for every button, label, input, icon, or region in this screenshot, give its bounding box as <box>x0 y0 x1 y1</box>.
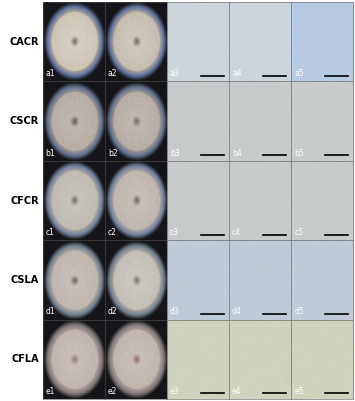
Text: b2: b2 <box>108 149 118 158</box>
Text: a3: a3 <box>170 69 180 78</box>
Text: c4: c4 <box>232 228 241 237</box>
Text: a5: a5 <box>294 69 304 78</box>
Text: b1: b1 <box>46 149 55 158</box>
Text: d4: d4 <box>232 308 242 316</box>
Text: c5: c5 <box>294 228 303 237</box>
Text: CSCR: CSCR <box>10 116 39 126</box>
Text: a4: a4 <box>232 69 242 78</box>
Text: b4: b4 <box>232 149 242 158</box>
Text: e3: e3 <box>170 387 180 396</box>
Text: d3: d3 <box>170 308 180 316</box>
Text: b3: b3 <box>170 149 180 158</box>
Text: CFCR: CFCR <box>10 196 39 205</box>
Text: d1: d1 <box>46 308 55 316</box>
Text: CFLA: CFLA <box>11 354 39 364</box>
Text: e4: e4 <box>232 387 242 396</box>
Text: e5: e5 <box>294 387 304 396</box>
Text: a2: a2 <box>108 69 118 78</box>
Text: d5: d5 <box>294 308 304 316</box>
Text: a1: a1 <box>46 69 55 78</box>
Text: c3: c3 <box>170 228 179 237</box>
Text: e2: e2 <box>108 387 117 396</box>
Text: CACR: CACR <box>10 37 39 47</box>
Text: d2: d2 <box>108 308 118 316</box>
Text: b5: b5 <box>294 149 304 158</box>
Text: c1: c1 <box>46 228 55 237</box>
Text: CSLA: CSLA <box>11 275 39 285</box>
Text: e1: e1 <box>46 387 55 396</box>
Text: c2: c2 <box>108 228 117 237</box>
